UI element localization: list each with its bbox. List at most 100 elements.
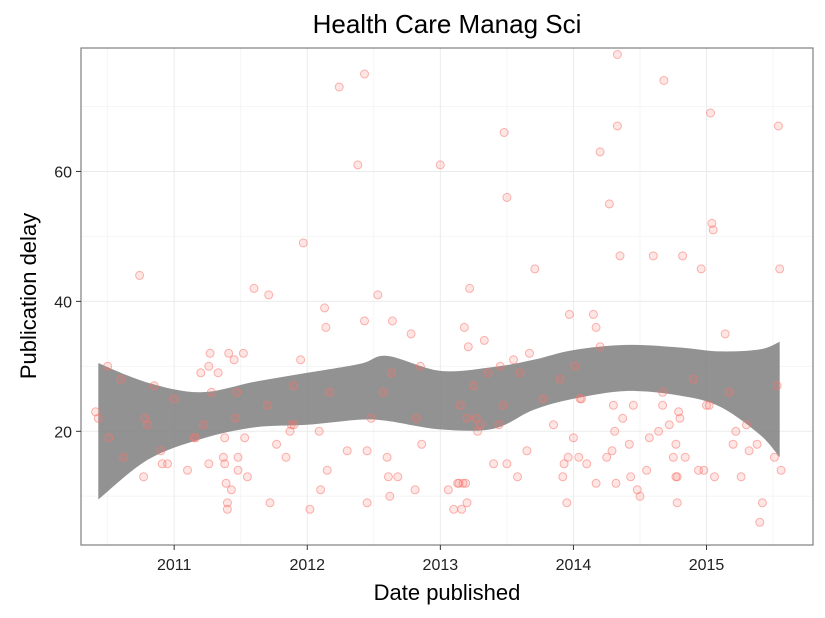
data-point: [373, 290, 383, 300]
data-point: [672, 472, 682, 482]
data-point: [233, 465, 243, 475]
data-point: [706, 108, 715, 118]
data-point: [417, 439, 427, 449]
data-point: [457, 504, 467, 514]
data-point: [242, 472, 252, 482]
data-point: [644, 433, 654, 443]
data-point: [410, 485, 420, 495]
data-point: [610, 426, 620, 436]
data-point: [218, 452, 228, 462]
data-point: [461, 478, 471, 488]
chart-title: Health Care Manag Sci: [313, 9, 582, 39]
data-point: [91, 407, 101, 417]
data-point: [198, 420, 208, 430]
data-point: [502, 192, 512, 202]
data-point: [564, 309, 574, 319]
data-point: [443, 485, 453, 495]
data-point: [626, 472, 636, 482]
data-point: [678, 251, 688, 261]
data-point: [163, 459, 172, 469]
data-point: [463, 342, 473, 352]
data-point: [704, 400, 714, 410]
data-point: [325, 387, 335, 397]
data-point: [568, 433, 578, 443]
data-point: [664, 420, 674, 430]
data-point: [183, 465, 192, 475]
plot-panel: [80, 47, 814, 546]
data-point: [232, 387, 242, 397]
data-point: [353, 160, 363, 170]
data-point: [226, 485, 236, 495]
data-point: [449, 504, 459, 514]
data-point: [281, 452, 291, 462]
data-point: [462, 498, 472, 508]
data-point: [624, 439, 634, 449]
data-point: [471, 413, 481, 423]
data-point: [755, 517, 765, 527]
data-point: [772, 381, 782, 391]
data-point: [382, 452, 392, 462]
data-point: [499, 128, 509, 137]
data-point: [555, 374, 565, 384]
x-axis-title: Date published: [374, 580, 521, 605]
data-point: [366, 413, 376, 423]
data-point: [286, 420, 296, 430]
data-point: [196, 368, 206, 378]
data-point: [469, 381, 479, 391]
data-point: [314, 426, 324, 436]
data-point: [233, 452, 243, 462]
data-point: [272, 439, 282, 449]
data-point: [591, 478, 601, 488]
data-point: [502, 459, 512, 469]
data-point: [104, 433, 114, 443]
data-point: [658, 387, 668, 397]
data-point: [285, 426, 295, 436]
data-point: [342, 446, 352, 456]
data-point: [156, 446, 166, 456]
data-point: [360, 316, 369, 326]
data-point: [378, 387, 388, 397]
y-axis: 20 40 60: [54, 164, 81, 441]
data-point: [296, 355, 306, 365]
data-point: [143, 420, 152, 430]
data-point: [775, 264, 785, 274]
y-axis-title: Publication delay: [16, 213, 41, 379]
confidence-band: [98, 341, 780, 500]
data-point: [406, 329, 416, 339]
data-point: [213, 368, 223, 378]
data-point: [387, 316, 397, 326]
data-point: [724, 387, 734, 397]
x-tick-label: 2013: [423, 557, 459, 574]
data-point: [699, 465, 709, 475]
data-point: [632, 485, 642, 495]
data-point: [479, 335, 489, 345]
data-point: [757, 498, 767, 508]
data-point: [262, 400, 272, 410]
data-point: [360, 69, 369, 79]
data-point: [489, 459, 499, 469]
data-point: [525, 348, 534, 358]
y-tick-label: 40: [54, 294, 72, 311]
data-point: [595, 342, 605, 352]
data-point: [752, 439, 762, 449]
data-point: [322, 465, 332, 475]
data-point: [385, 491, 395, 501]
data-point: [648, 251, 658, 261]
data-point: [473, 426, 483, 436]
data-point: [465, 283, 475, 293]
data-point: [93, 413, 103, 423]
smooth-band-layer: [98, 341, 780, 500]
data-point: [675, 413, 685, 423]
data-point: [435, 160, 445, 170]
data-point: [458, 478, 468, 488]
y-tick-label: 60: [54, 164, 72, 181]
data-point: [728, 439, 738, 449]
data-point: [116, 374, 126, 384]
data-point: [642, 465, 652, 475]
data-point: [707, 218, 717, 228]
x-tick-label: 2015: [689, 557, 725, 574]
data-point: [498, 400, 508, 410]
data-point: [559, 459, 569, 469]
data-point: [720, 329, 730, 339]
